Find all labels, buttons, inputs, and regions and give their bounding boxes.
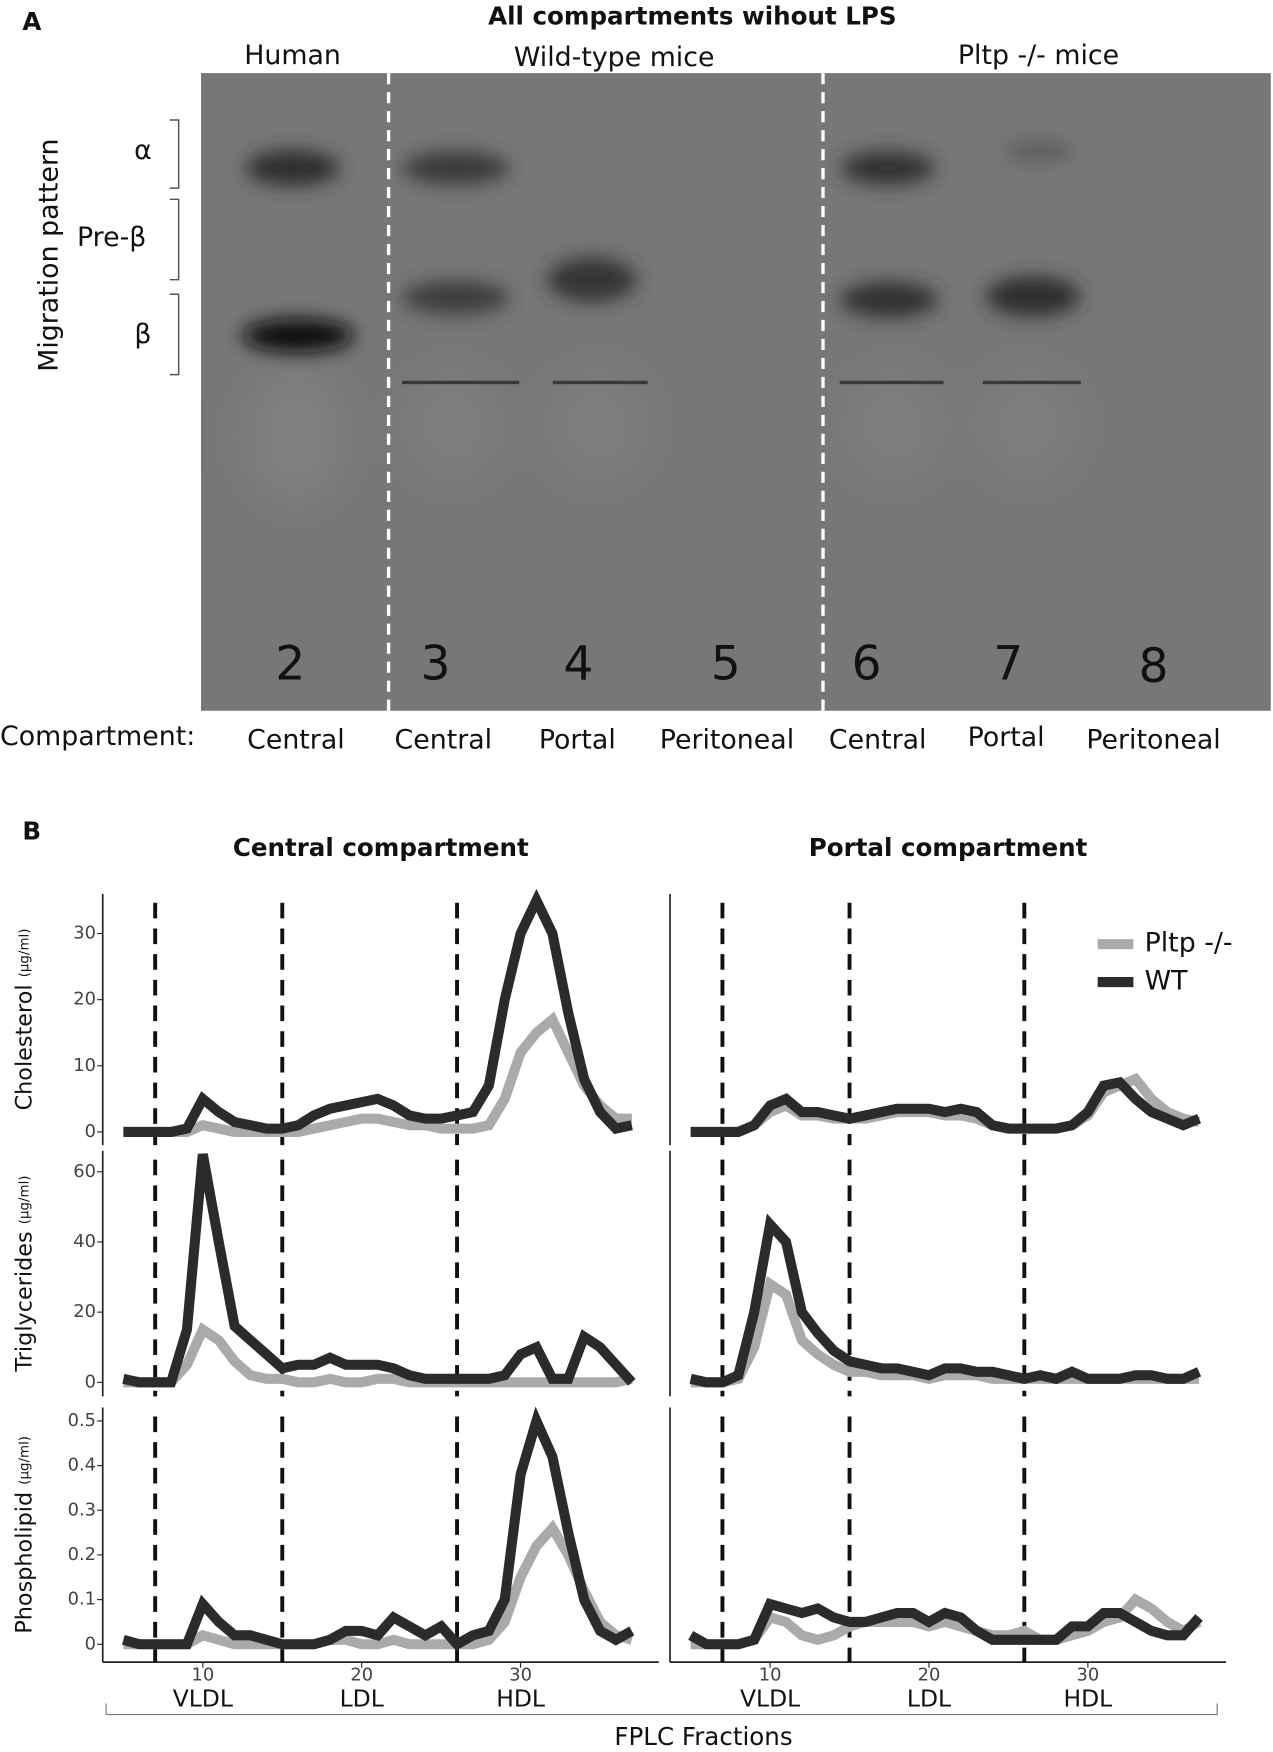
series-line <box>123 1011 632 1137</box>
gel: 2 3 4 5 6 7 8 <box>201 73 1271 711</box>
chart-title: Central compartment <box>233 833 529 862</box>
x-tick-label: 10 <box>759 1665 782 1686</box>
y-axis-title: Phospholipid <box>11 1492 37 1634</box>
x-tick-label: 10 <box>191 1665 214 1686</box>
series-line <box>123 888 633 1137</box>
y-tick-label: 30 <box>73 923 96 944</box>
series-line <box>122 1406 635 1651</box>
group-label: Human <box>244 40 341 71</box>
panel-label: A <box>22 7 41 36</box>
y-axis-label: Phospholipid (µg/ml) <box>11 1436 37 1634</box>
y-axis-title: Triglycerides <box>11 1231 37 1372</box>
gel-background <box>201 73 1271 711</box>
y-tick-label: 0.4 <box>68 1455 96 1476</box>
lane-number: 2 <box>275 637 305 692</box>
y-tick-label: 0.2 <box>68 1544 96 1565</box>
chart-title: Portal compartment <box>809 833 1088 862</box>
region-label: HDL <box>1064 1685 1113 1713</box>
region-label: HDL <box>496 1685 545 1713</box>
y-tick-label: 10 <box>73 1055 96 1076</box>
series-line <box>689 1213 1202 1388</box>
region-label: LDL <box>907 1685 951 1713</box>
lane-number: 8 <box>1139 639 1169 694</box>
x-tick-label: 20 <box>918 1665 941 1686</box>
legend-label: Pltp -/- <box>1145 928 1233 959</box>
y-axis-label: Triglycerides (µg/ml) <box>11 1175 37 1372</box>
band-label: Pre-β <box>77 222 146 253</box>
y-tick-label: 40 <box>73 1231 96 1252</box>
compartment: Central <box>395 724 493 755</box>
x-tick-label: 20 <box>350 1665 373 1686</box>
y-axis-unit: (µg/ml) <box>18 1436 33 1485</box>
band-label: α <box>134 135 152 166</box>
series-line <box>690 1593 1202 1650</box>
region-label: VLDL <box>173 1685 233 1713</box>
lane-numbers: 2 3 4 5 6 7 8 <box>275 637 1168 694</box>
compartment: Portal <box>968 722 1045 753</box>
y-tick-label: 0.1 <box>68 1589 96 1610</box>
y-axis-unit: (µg/ml) <box>18 1175 33 1224</box>
compartment: Central <box>247 724 345 755</box>
series-line <box>122 1153 636 1388</box>
series-line <box>123 1519 634 1650</box>
y-tick-label: 0.5 <box>68 1410 96 1431</box>
legend-label: WT <box>1145 966 1188 997</box>
panel-label: B <box>22 816 41 845</box>
gel-title: All compartments wihout LPS <box>488 1 896 30</box>
compartment-label: Compartment: <box>0 721 195 752</box>
x-tick-label: 30 <box>1077 1665 1100 1686</box>
fraction-bracket <box>105 1703 1218 1716</box>
series-line <box>690 1076 1202 1137</box>
series-line <box>123 1322 633 1388</box>
lane-number: 6 <box>852 637 882 692</box>
y-tick-label: 0 <box>85 1371 96 1392</box>
y-tick-label: 0.3 <box>68 1499 96 1520</box>
band-brackets <box>169 119 180 376</box>
lane-number: 4 <box>564 637 594 692</box>
y-tick-label: 0 <box>85 1121 96 1142</box>
bands <box>242 142 1080 353</box>
lane-number: 7 <box>993 637 1023 692</box>
region-label: VLDL <box>740 1685 800 1713</box>
band-label: β <box>134 319 151 350</box>
y-tick-label: 0 <box>85 1633 96 1654</box>
compartment: Portal <box>539 724 616 755</box>
compartment: Central <box>829 724 927 755</box>
y-tick-label: 20 <box>73 989 96 1010</box>
compartment: Peritoneal <box>1086 724 1220 755</box>
y-tick-label: 60 <box>73 1161 96 1182</box>
lane-number: 5 <box>711 637 741 692</box>
series-line <box>688 1598 1203 1650</box>
lane-number: 3 <box>421 637 451 692</box>
compartment: Peritoneal <box>660 724 794 755</box>
y-axis-unit: (µg/ml) <box>18 929 33 978</box>
group-label: Pltp -/- mice <box>958 40 1119 71</box>
region-label: LDL <box>340 1685 384 1713</box>
x-tick-label: 30 <box>509 1665 532 1686</box>
y-tick-label: 20 <box>73 1301 96 1322</box>
group-label: Wild-type mice <box>514 42 715 73</box>
lane-smears <box>245 369 1078 504</box>
x-axis-label: FPLC Fractions <box>614 1722 792 1751</box>
y-axis-title: Cholesterol <box>11 984 37 1110</box>
gel-y-label: Migration pattern <box>34 138 65 371</box>
y-axis-label: Cholesterol (µg/ml) <box>11 929 37 1111</box>
